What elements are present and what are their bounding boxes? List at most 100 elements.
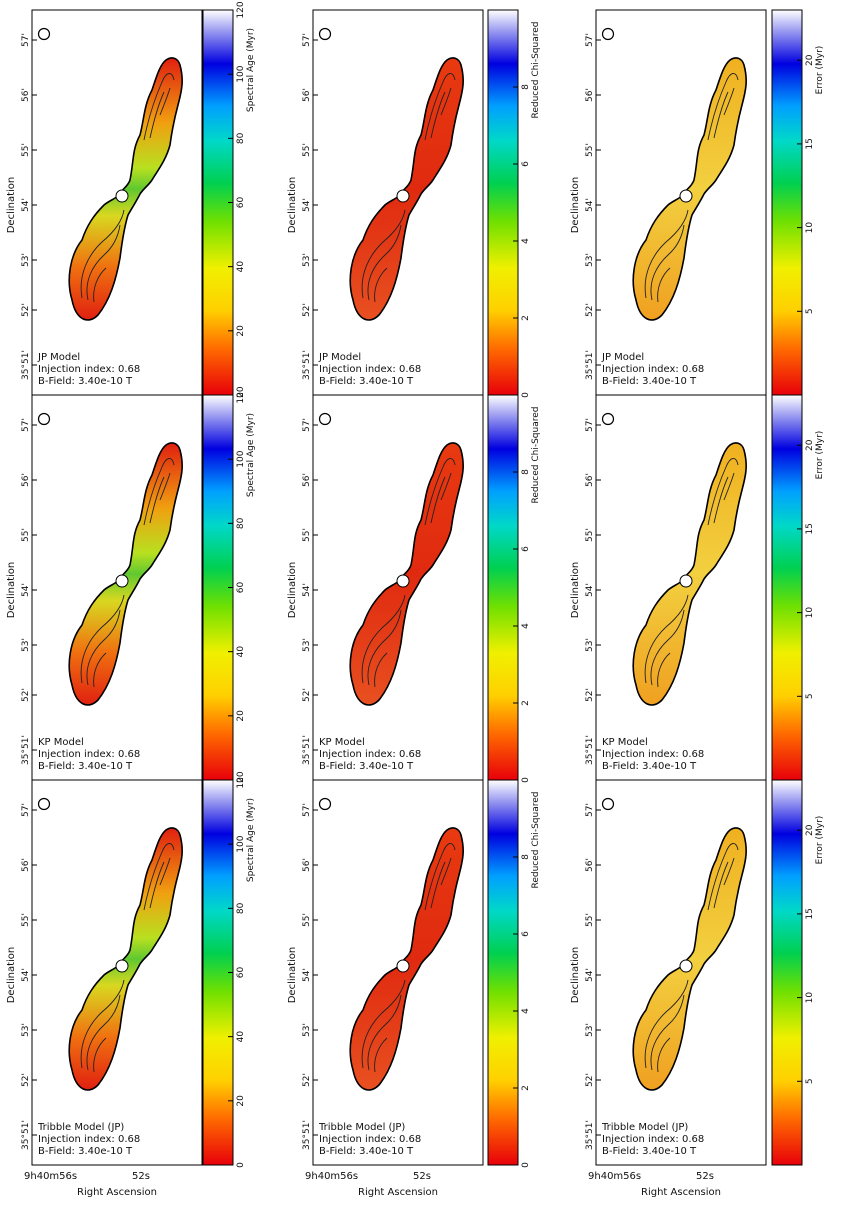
dec-tick-label: 55' xyxy=(585,913,595,927)
flux-contour xyxy=(159,857,171,886)
colorbar-tick-label: 2 xyxy=(521,315,531,321)
dec-tick-label: 53' xyxy=(585,1023,595,1037)
flux-contour xyxy=(374,1037,388,1073)
dec-tick-label: 57' xyxy=(585,33,595,47)
injection-label: Injection index: 0.68 xyxy=(602,749,704,760)
dec-tick-label: 55' xyxy=(21,143,31,157)
bfield-label: B-Field: 3.40e-10 T xyxy=(319,1146,414,1157)
dec-tick-label: 56' xyxy=(585,858,595,872)
bfield-label: B-Field: 3.40e-10 T xyxy=(38,376,133,387)
flux-contour xyxy=(80,594,125,684)
model-label: Tribble Model (JP) xyxy=(37,1122,124,1133)
dec-tick-label: 57' xyxy=(21,418,31,432)
dec-tick-label: 55' xyxy=(302,143,312,157)
flux-contour xyxy=(80,209,125,299)
dec-tick-label: 53' xyxy=(302,253,312,267)
dec-tick-label: 56' xyxy=(585,473,595,487)
beam-icon xyxy=(37,412,51,426)
colorbar-title: Error (Myr) xyxy=(815,431,825,480)
dec-tick-label: 52' xyxy=(302,688,312,702)
dec-tick-label: 35°51' xyxy=(21,350,31,380)
flux-contour xyxy=(143,843,175,911)
flux-contour xyxy=(440,87,452,116)
colorbar-tick-label: 15 xyxy=(805,523,815,534)
injection-label: Injection index: 0.68 xyxy=(602,364,704,375)
beam-icon xyxy=(318,27,332,41)
flux-contour xyxy=(86,609,121,686)
dec-tick-label: 54' xyxy=(302,583,312,597)
colorbar: 5 10 15 20 Error (Myr) xyxy=(771,9,825,396)
flux-contour xyxy=(440,857,452,886)
colorbar-tick-label: 0 xyxy=(521,1162,531,1168)
flux-contour xyxy=(650,609,685,686)
flux-contour xyxy=(424,458,456,526)
colorbar-gradient xyxy=(487,9,519,396)
colorbar-gradient xyxy=(487,779,519,1166)
colorbar-gradient xyxy=(771,779,803,1166)
dec-tick-label: 52' xyxy=(21,303,31,317)
bfield-label: B-Field: 3.40e-10 T xyxy=(38,761,133,772)
colorbar-title: Error (Myr) xyxy=(815,816,825,865)
ra-tick-label: 9h40m56s xyxy=(588,1171,641,1182)
bfield-label: B-Field: 3.40e-10 T xyxy=(38,1146,133,1157)
galaxy-outline xyxy=(68,442,183,706)
flux-contour xyxy=(713,91,729,139)
colorbar-title: Spectral Age (Myr) xyxy=(246,28,256,112)
galaxy-outline xyxy=(68,827,183,1091)
dec-tick-label: 35°51' xyxy=(585,735,595,765)
y-axis-label: Declination xyxy=(6,562,17,619)
dec-tick-label: 35°51' xyxy=(21,735,31,765)
colorbar-tick-label: 8 xyxy=(521,469,531,475)
flux-contour xyxy=(143,73,175,141)
x-axis-label: Right Ascension xyxy=(358,1187,438,1198)
dec-tick-label: 52' xyxy=(21,688,31,702)
colorbar-tick-label: 10 xyxy=(805,992,815,1004)
dec-tick-label: 53' xyxy=(302,1023,312,1037)
flux-contour xyxy=(723,87,735,116)
core-marker xyxy=(679,959,693,973)
dec-tick-label: 53' xyxy=(302,638,312,652)
colorbar-tick-label: 2 xyxy=(521,1085,531,1091)
flux-contour xyxy=(657,1037,671,1073)
dec-tick-label: 53' xyxy=(585,253,595,267)
bfield-label: B-Field: 3.40e-10 T xyxy=(602,1146,697,1157)
model-label: KP Model xyxy=(319,737,365,748)
panel-r3-c1: Tribble Model (JP)Injection index: 0.68B… xyxy=(6,771,256,1198)
flux-contour xyxy=(430,476,446,524)
flux-contour xyxy=(707,458,739,526)
galaxy-outline xyxy=(349,442,464,706)
colorbar-gradient xyxy=(771,9,803,396)
colorbar-tick-label: 100 xyxy=(236,450,246,467)
galaxy-map xyxy=(601,27,747,321)
colorbar-tick-label: 0 xyxy=(521,392,531,398)
dec-tick-label: 53' xyxy=(21,638,31,652)
ra-tick-label: 52s xyxy=(413,1171,431,1182)
flux-contour xyxy=(367,224,402,301)
colorbar-gradient xyxy=(771,394,803,781)
flux-contour xyxy=(149,91,165,139)
dec-tick-label: 57' xyxy=(585,418,595,432)
colorbar-tick-label: 20 xyxy=(236,325,246,337)
galaxy-outline xyxy=(68,57,183,321)
flux-contour xyxy=(713,476,729,524)
dec-tick-label: 52' xyxy=(585,688,595,702)
colorbar-tick-label: 0 xyxy=(521,777,531,783)
dec-tick-label: 35°51' xyxy=(302,1120,312,1150)
colorbar-tick-label: 120 xyxy=(236,771,246,788)
dec-tick-label: 56' xyxy=(21,473,31,487)
injection-label: Injection index: 0.68 xyxy=(602,1134,704,1145)
flux-contour xyxy=(367,994,402,1071)
colorbar-tick-label: 15 xyxy=(805,908,815,919)
y-axis-label: Declination xyxy=(570,562,581,619)
y-axis-label: Declination xyxy=(6,947,17,1004)
dec-tick-label: 55' xyxy=(21,913,31,927)
colorbar-title: Reduced Chi-Squared xyxy=(531,22,541,119)
injection-label: Injection index: 0.68 xyxy=(38,1134,140,1145)
galaxy-outline xyxy=(349,827,464,1091)
dec-tick-label: 54' xyxy=(302,968,312,982)
flux-contour xyxy=(430,91,446,139)
model-label: Tribble Model (JP) xyxy=(318,1122,405,1133)
colorbar-tick-label: 100 xyxy=(236,65,246,82)
dec-tick-label: 53' xyxy=(585,638,595,652)
